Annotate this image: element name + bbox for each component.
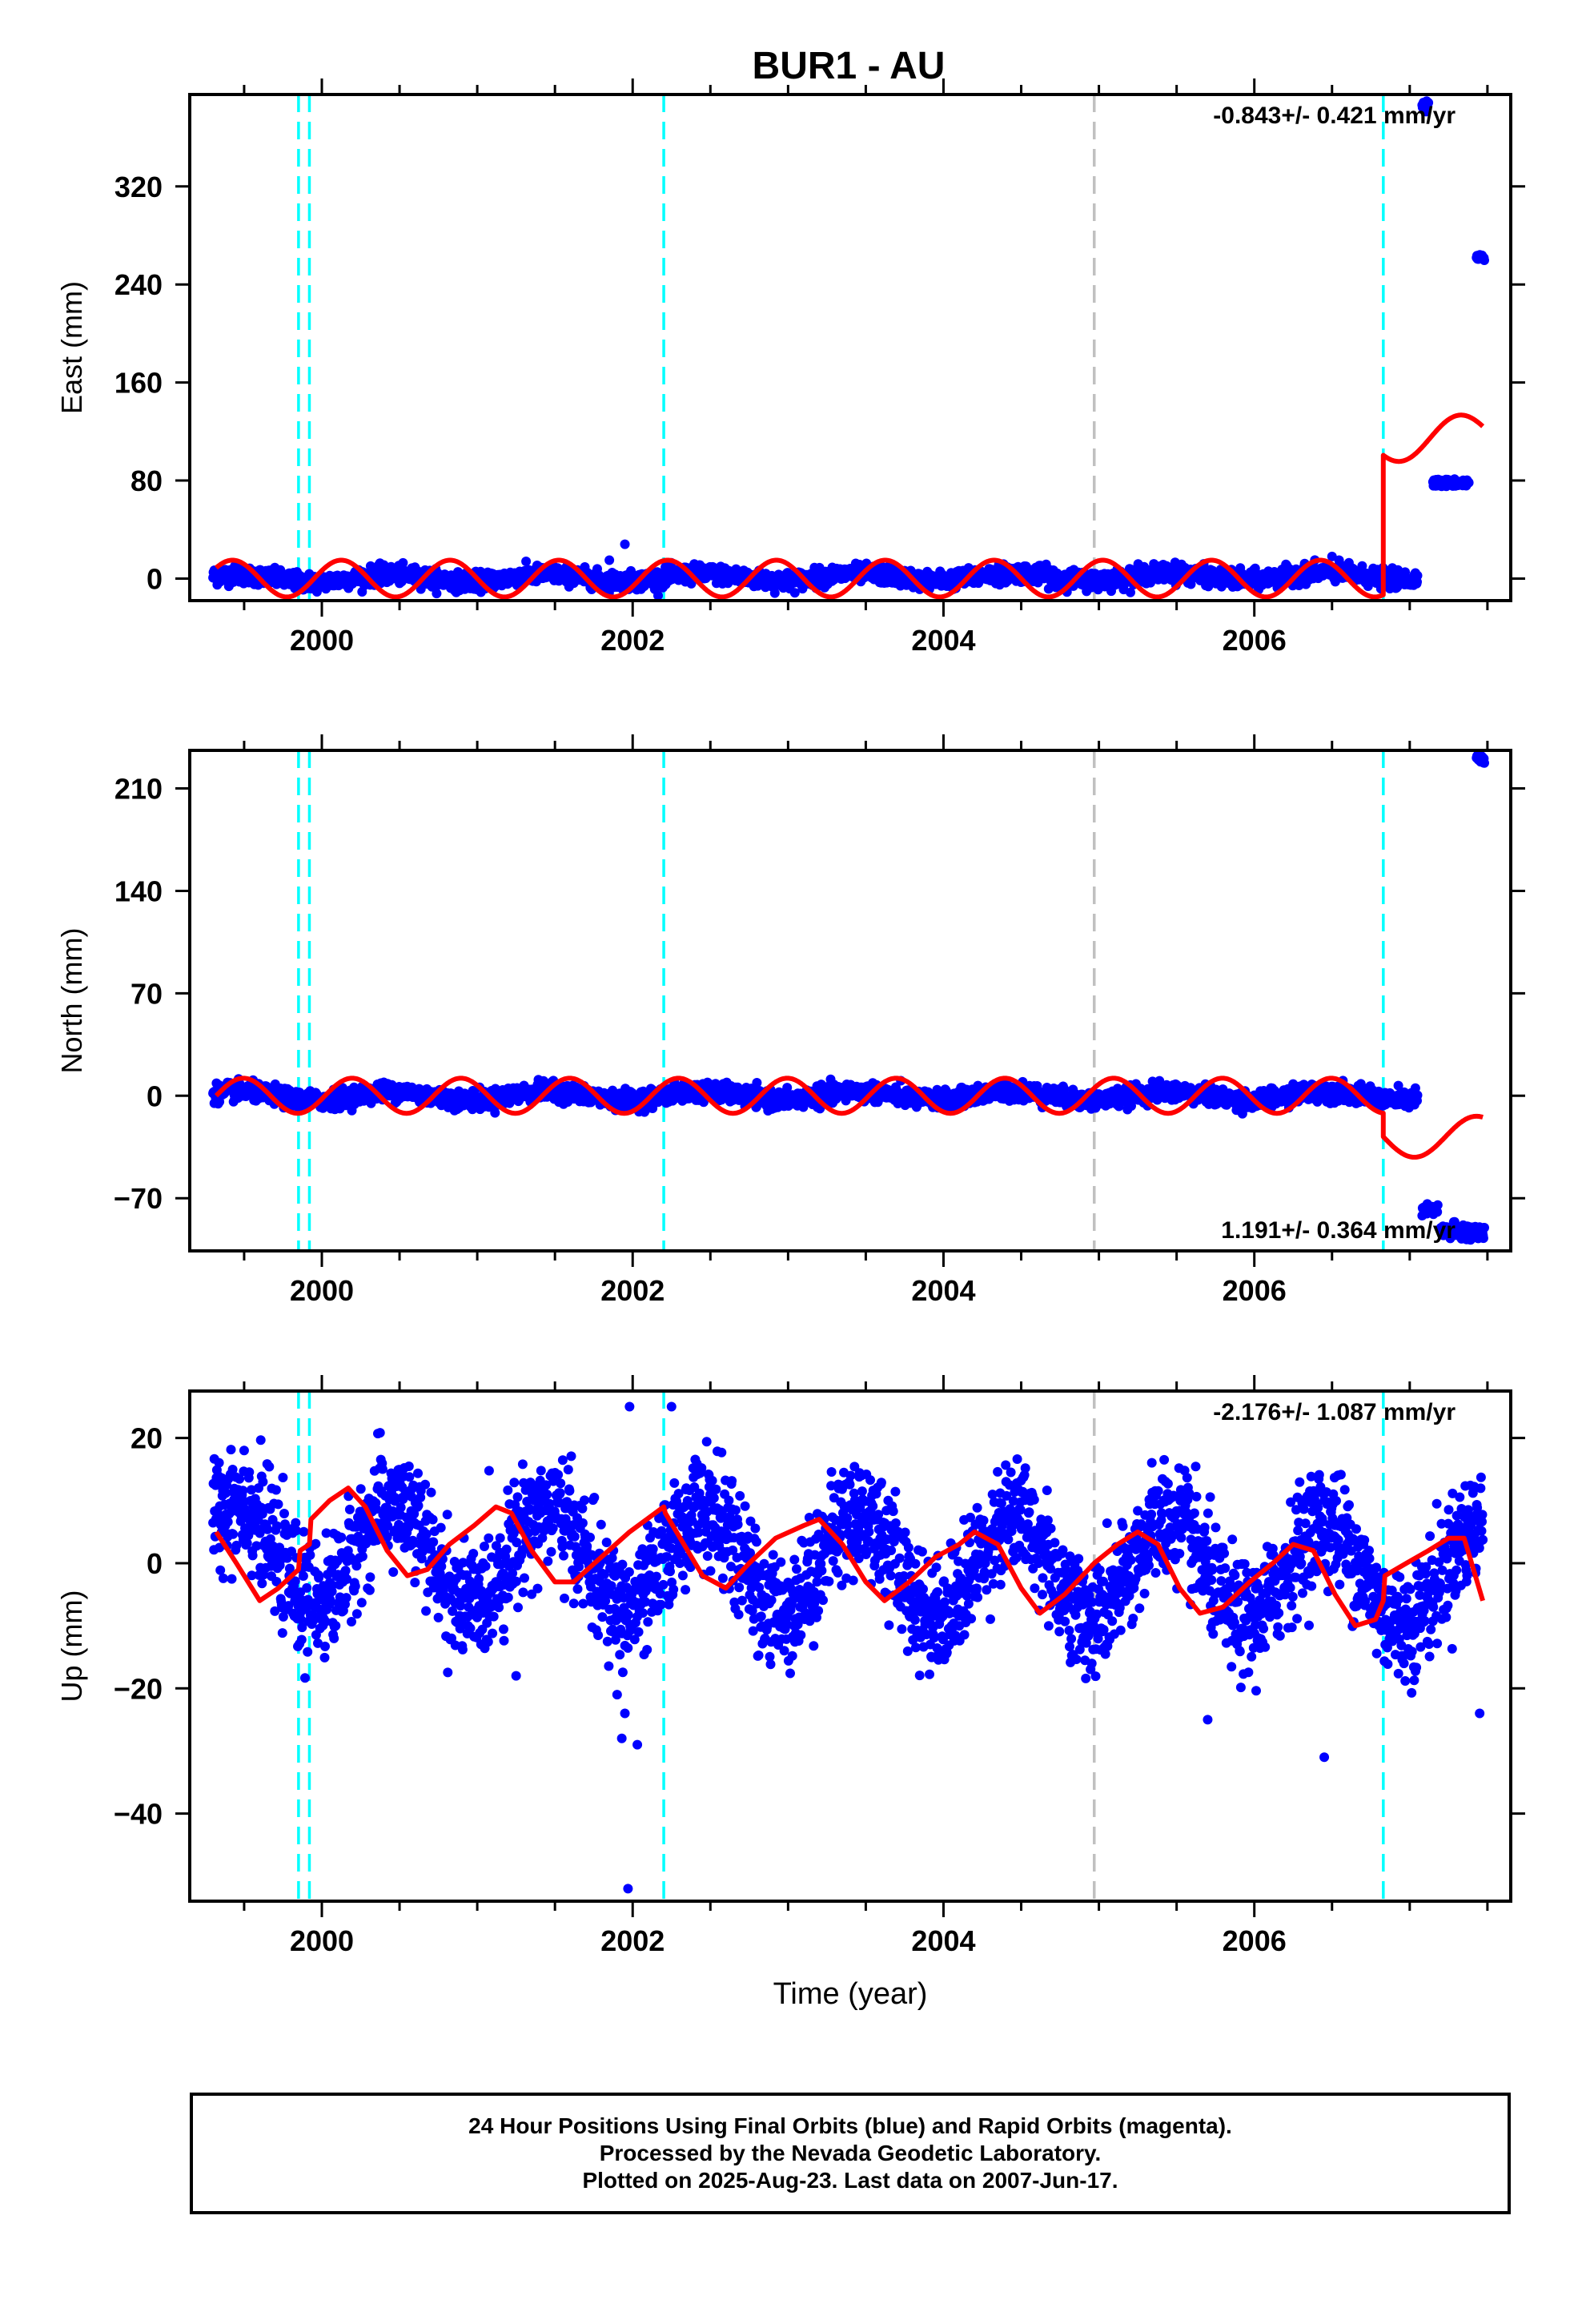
data-point [1464,477,1474,488]
y-tick-label: 160 [114,367,163,400]
data-point [1423,98,1434,108]
data-point [521,557,532,566]
y-axis-label: East (mm) [55,281,88,414]
velocity-label: -0.843+/- 0.421 mm/yr [1213,103,1456,129]
outlier-point [604,555,615,565]
x-tick-label: 2000 [290,624,354,657]
data-points [208,96,1489,601]
data-point [432,589,442,599]
outlier-point [1327,551,1337,561]
y-tick-label: 0 [147,562,163,595]
data-point [789,588,800,598]
plot-area [208,750,1489,1251]
figure-title: BUR1 - AU [753,45,946,87]
y-tick-label: 320 [114,171,163,203]
model-line [214,412,1485,600]
data-point [653,590,663,601]
x-tick-label: 2004 [911,624,975,657]
data-points [208,750,1489,1245]
x-tick-label: 2002 [600,624,665,657]
data-point [1126,587,1135,597]
y-tick-label: 80 [130,464,163,497]
plot-area [208,94,1489,601]
data-point [1480,255,1489,265]
plot-frame [188,93,1512,602]
data-point [626,565,636,576]
data-point [1412,570,1423,581]
outlier-point [620,539,630,549]
panel-east: 2000 2002 2004 2006 0 80 160 240 320 East (mm) -0.… [55,78,1525,657]
y-tick-label: 240 [114,268,163,301]
x-tick-label: 2006 [1223,624,1287,657]
data-point [398,557,408,568]
